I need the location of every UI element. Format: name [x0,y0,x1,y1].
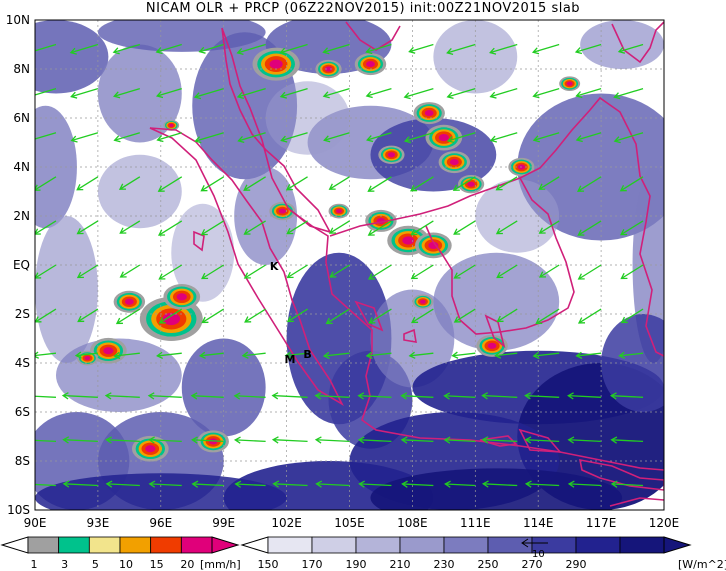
coastlines [149,21,664,507]
longitude-labels: 90E 93E 96E 99E 102E 105E 108E 111E 114E 117E 120E [24,516,680,530]
precip-colorbar-segment [150,536,182,554]
olr-colorbar-label: 230 [434,558,455,571]
map-title: NICAM OLR + PRCP (06Z22NOV2015) init:00Z… [145,1,581,16]
marker-m: M [285,353,296,366]
lat-label: 4N [13,160,30,174]
station-markers: K M B [270,260,312,366]
olr-colorbar-label: 210 [390,558,411,571]
olr-colorbar-segment [399,536,445,554]
reference-vector-head [521,538,529,548]
lon-label: 114E [523,516,554,530]
precip-colorbar-label: 20 [180,558,194,571]
precip-colorbar-label: 3 [61,558,68,571]
lat-label: 8S [15,454,30,468]
olr-unit: [W/m^2] [678,558,726,571]
precip-colorbar-label: 15 [150,558,164,571]
lon-label: 120E [649,516,680,530]
lon-label: 108E [397,516,428,530]
precip-colorbar: 1 3 5 10 15 20 [mm/h] [0,536,241,571]
lat-label: 10S [7,503,30,517]
olr-colorbar-label: 250 [478,558,499,571]
lon-label: 105E [334,516,365,530]
lat-label: 4S [15,356,30,370]
olr-colorbar-segment [267,536,313,554]
olr-colorbar-label: 290 [566,558,587,571]
marker-b: B [303,348,311,361]
precip-colorbar-segment [180,536,213,554]
precip-colorbar-segment [88,536,121,554]
lon-label: 99E [212,516,235,530]
olr-colorbar-segment [443,536,489,554]
lon-label: 90E [24,516,47,530]
lat-label: 2N [13,209,30,223]
olr-colorbar: 150 170 190 210 230 250 270 290 [W/m^2] [240,536,726,571]
olr-colorbar-segment [575,536,621,554]
lon-label: 111E [460,516,491,530]
lat-label: 6N [13,111,30,125]
precip-colorbar-label: 1 [31,558,38,571]
olr-colorbar-segment [355,536,401,554]
olr-colorbar-label: 150 [258,558,279,571]
lat-label: 10N [6,13,30,27]
precip-colorbar-lowend [0,536,29,554]
lon-label: 93E [86,516,109,530]
lat-label: 6S [15,405,30,419]
latitude-labels: 10N 8N 6N 4N 2N EQ 2S 4S 6S 8S 10S [6,13,30,517]
precip-colorbar-segment [27,536,60,554]
olr-colorbar-segment [619,536,665,554]
olr-colorbar-label: 170 [302,558,323,571]
lon-label: 117E [586,516,617,530]
vector-reference: 10 [521,538,548,560]
lat-label: 8N [13,62,30,76]
olr-colorbar-segment [311,536,357,554]
lat-label: EQ [13,258,30,272]
olr-colorbar-lowend [240,536,269,554]
precip-unit: [mm/h] [200,558,241,571]
olr-field [35,20,664,510]
olr-colorbar-label: 190 [346,558,367,571]
marker-k: K [270,260,279,273]
wind-vectors [35,43,644,488]
lat-label: 2S [15,307,30,321]
lon-label: 96E [149,516,172,530]
precip-colorbar-label: 5 [92,558,99,571]
precip-colorbar-label: 10 [119,558,133,571]
precip-colorbar-highend [211,536,240,554]
olr-colorbar-highend [663,536,692,554]
olr-colorbar-label: 270 [522,558,543,571]
precip-field [76,47,581,462]
precip-colorbar-segment [119,536,152,554]
plot-frame [34,19,665,511]
reference-vector-label: 10 [532,549,545,560]
precip-colorbar-segment [58,536,90,554]
lon-label: 102E [271,516,302,530]
